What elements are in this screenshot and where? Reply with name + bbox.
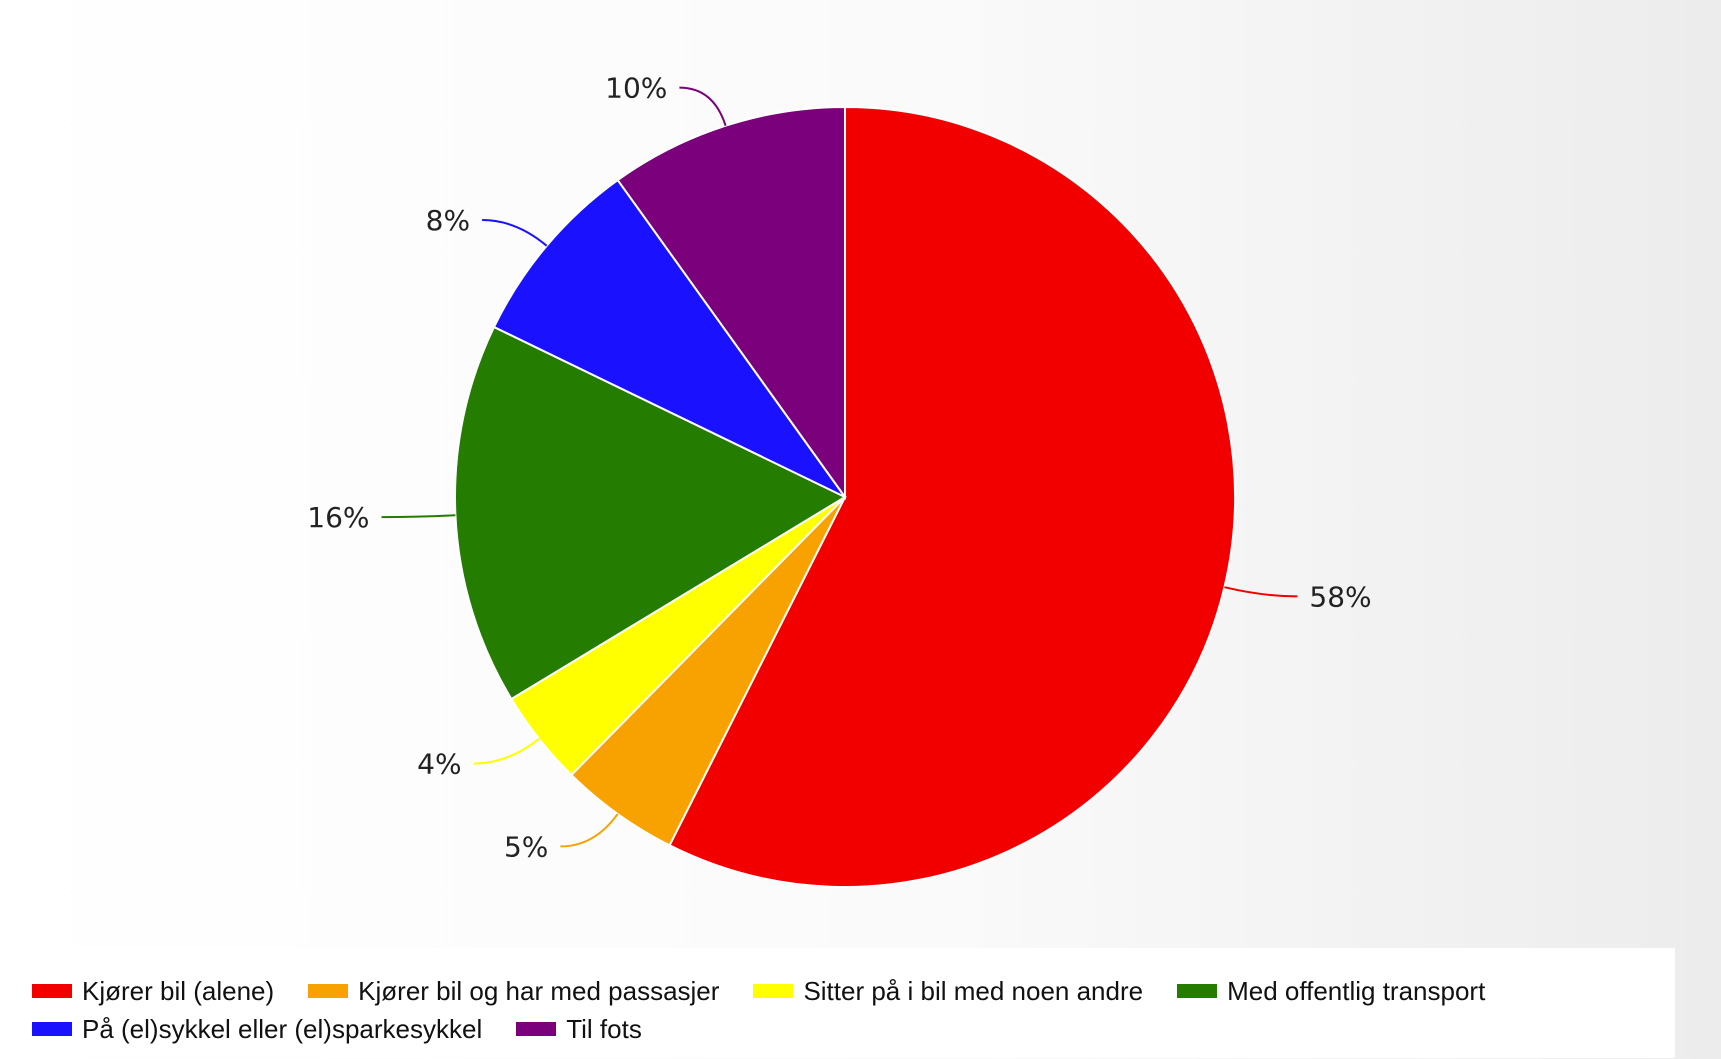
- legend-label: Til fots: [566, 1013, 642, 1044]
- legend-item-kjorer-bil-alene: Kjører bil (alene): [32, 972, 274, 1010]
- legend-item-sykkel-sparkesykkel: På (el)sykkel eller (el)sparkesykkel: [32, 1010, 482, 1048]
- leader-line-sitter-pa-i-bil: [473, 738, 540, 765]
- leader-line-kjorer-bil-med-passasjer: [560, 813, 619, 848]
- legend-label: Sitter på i bil med noen andre: [803, 975, 1144, 1006]
- data-label-sykkel-sparkesykkel: 8%: [426, 204, 470, 237]
- legend-swatch: [516, 1022, 557, 1036]
- legend-swatch: [753, 984, 794, 998]
- legend-label: Med offentlig transport: [1227, 975, 1486, 1006]
- legend-swatch: [1177, 984, 1218, 998]
- data-label-sitter-pa-i-bil: 4%: [417, 748, 461, 781]
- legend-swatch: [32, 1022, 72, 1036]
- leader-line-offentlig-transport: [381, 514, 456, 519]
- pie-slice-til-fots: [616, 105, 846, 501]
- data-label-kjorer-bil-alene: 58%: [1309, 580, 1371, 613]
- leader-line-kjorer-bil-alene: [1224, 586, 1298, 598]
- legend: Kjører bil (alene) Kjører bil og har med …: [10, 948, 1675, 1058]
- legend-label: Kjører bil og har med passasjer: [358, 975, 720, 1006]
- legend-item-sitter-pa-i-bil: Sitter på i bil med noen andre: [753, 972, 1143, 1010]
- legend-label: På (el)sykkel eller (el)sparkesykkel: [82, 1013, 483, 1044]
- legend-swatch: [308, 984, 349, 998]
- data-label-kjorer-bil-med-passasjer: 5%: [504, 830, 548, 863]
- leader-line-sykkel-sparkesykkel: [482, 219, 548, 247]
- legend-swatch: [32, 984, 72, 998]
- data-label-offentlig-transport: 16%: [307, 501, 369, 534]
- legend-item-kjorer-bil-med-passasjer: Kjører bil og har med passasjer: [308, 972, 719, 1010]
- legend-item-offentlig-transport: Med offentlig transport: [1177, 972, 1485, 1010]
- legend-label: Kjører bil (alene): [82, 975, 275, 1006]
- legend-item-til-fots: Til fots: [516, 1010, 642, 1048]
- leader-line-til-fots: [679, 86, 727, 127]
- data-label-til-fots: 10%: [605, 72, 667, 105]
- pie-slice-offentlig-transport: [454, 325, 848, 701]
